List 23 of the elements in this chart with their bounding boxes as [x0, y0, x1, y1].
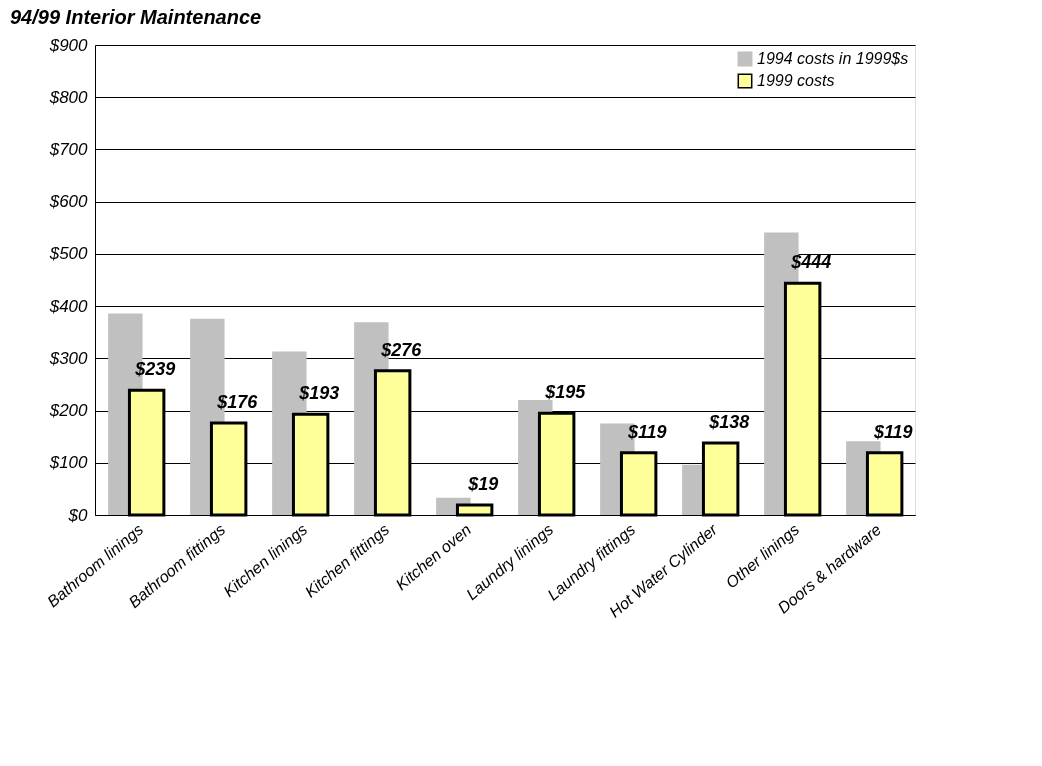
data-label: $19	[467, 474, 499, 495]
y-tick-label: $600	[48, 192, 89, 212]
y-tick-label: $100	[48, 453, 89, 473]
data-label: $195	[544, 382, 587, 403]
y-tick-label: $900	[48, 35, 89, 55]
data-label: $138	[708, 411, 750, 432]
y-tick-label: $0	[67, 505, 89, 525]
data-label: $176	[216, 392, 259, 413]
data-label: $239	[134, 359, 176, 380]
y-tick-label: $700	[48, 139, 89, 159]
y-tick-label: $400	[48, 296, 89, 316]
chart-title: 94/99 Interior Maintenance	[10, 6, 262, 28]
y-tick-label: $300	[48, 348, 89, 368]
legend-label: 1994 costs in 1999$s	[757, 50, 909, 67]
y-tick-label: $800	[48, 87, 89, 107]
y-tick-label: $200	[48, 401, 89, 421]
legend-label: 1999 costs	[757, 72, 835, 89]
data-label: $119	[626, 421, 667, 442]
y-tick-label: $500	[48, 244, 89, 264]
data-label: $119	[872, 421, 913, 442]
data-label: $276	[380, 339, 423, 360]
data-label: $193	[298, 383, 340, 404]
data-label: $444	[790, 252, 832, 273]
